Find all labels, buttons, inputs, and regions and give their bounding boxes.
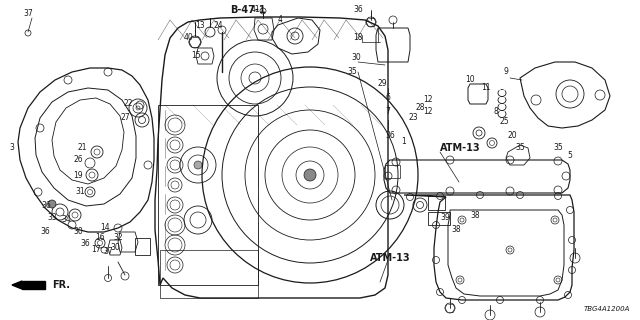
Text: 24: 24 — [213, 21, 223, 30]
Text: 30: 30 — [73, 228, 83, 236]
Text: TBG4A1200A: TBG4A1200A — [584, 306, 630, 312]
Circle shape — [194, 161, 202, 169]
Text: 12: 12 — [423, 108, 433, 116]
Text: 4: 4 — [278, 15, 282, 25]
Text: 13: 13 — [195, 20, 205, 29]
Text: 32: 32 — [113, 233, 123, 242]
Text: 1: 1 — [402, 138, 406, 147]
Text: 21: 21 — [77, 143, 87, 153]
Text: FR.: FR. — [52, 280, 70, 290]
Polygon shape — [12, 281, 22, 289]
Text: 11: 11 — [481, 84, 491, 92]
Text: 5: 5 — [568, 151, 572, 161]
Text: 35: 35 — [515, 143, 525, 153]
Text: 41: 41 — [250, 5, 260, 14]
Text: ATM-13: ATM-13 — [440, 143, 481, 153]
Text: 19: 19 — [73, 171, 83, 180]
Text: 30: 30 — [110, 244, 120, 252]
Text: 36: 36 — [80, 238, 90, 247]
Text: 15: 15 — [191, 51, 201, 60]
Text: 31: 31 — [75, 188, 85, 196]
Text: 3: 3 — [10, 143, 15, 153]
Text: 10: 10 — [465, 76, 475, 84]
Text: 37: 37 — [23, 10, 33, 19]
Circle shape — [304, 169, 316, 181]
Text: 35: 35 — [347, 68, 357, 76]
Text: 18: 18 — [353, 34, 363, 43]
Text: 16: 16 — [95, 233, 105, 242]
Circle shape — [48, 200, 56, 208]
Text: 8: 8 — [493, 108, 499, 116]
Text: 12: 12 — [423, 95, 433, 105]
Text: 36: 36 — [353, 5, 363, 14]
Text: 14: 14 — [100, 223, 110, 233]
Text: 22: 22 — [124, 100, 132, 108]
Text: 34: 34 — [61, 215, 71, 225]
Text: 26: 26 — [73, 156, 83, 164]
Text: 36: 36 — [385, 132, 395, 140]
Text: 35: 35 — [553, 143, 563, 153]
Text: 38: 38 — [470, 211, 480, 220]
Text: 6: 6 — [385, 93, 390, 102]
Text: 40: 40 — [183, 34, 193, 43]
Text: 27: 27 — [120, 114, 130, 123]
Text: 29: 29 — [377, 78, 387, 87]
Text: 17: 17 — [91, 245, 101, 254]
Text: 38: 38 — [451, 226, 461, 235]
Text: 28: 28 — [415, 103, 425, 113]
Text: ATM-13: ATM-13 — [370, 253, 410, 263]
Text: 7: 7 — [385, 108, 390, 116]
Text: 37: 37 — [103, 247, 113, 257]
Text: 23: 23 — [408, 114, 418, 123]
Text: 39: 39 — [440, 213, 450, 222]
Text: B-47-1: B-47-1 — [230, 5, 266, 15]
Text: 9: 9 — [504, 68, 508, 76]
Text: 36: 36 — [40, 228, 50, 236]
Text: 20: 20 — [507, 131, 517, 140]
Polygon shape — [22, 281, 45, 289]
Text: 25: 25 — [499, 117, 509, 126]
Text: 36: 36 — [41, 201, 51, 210]
Text: 30: 30 — [351, 53, 361, 62]
Text: 33: 33 — [47, 213, 57, 222]
